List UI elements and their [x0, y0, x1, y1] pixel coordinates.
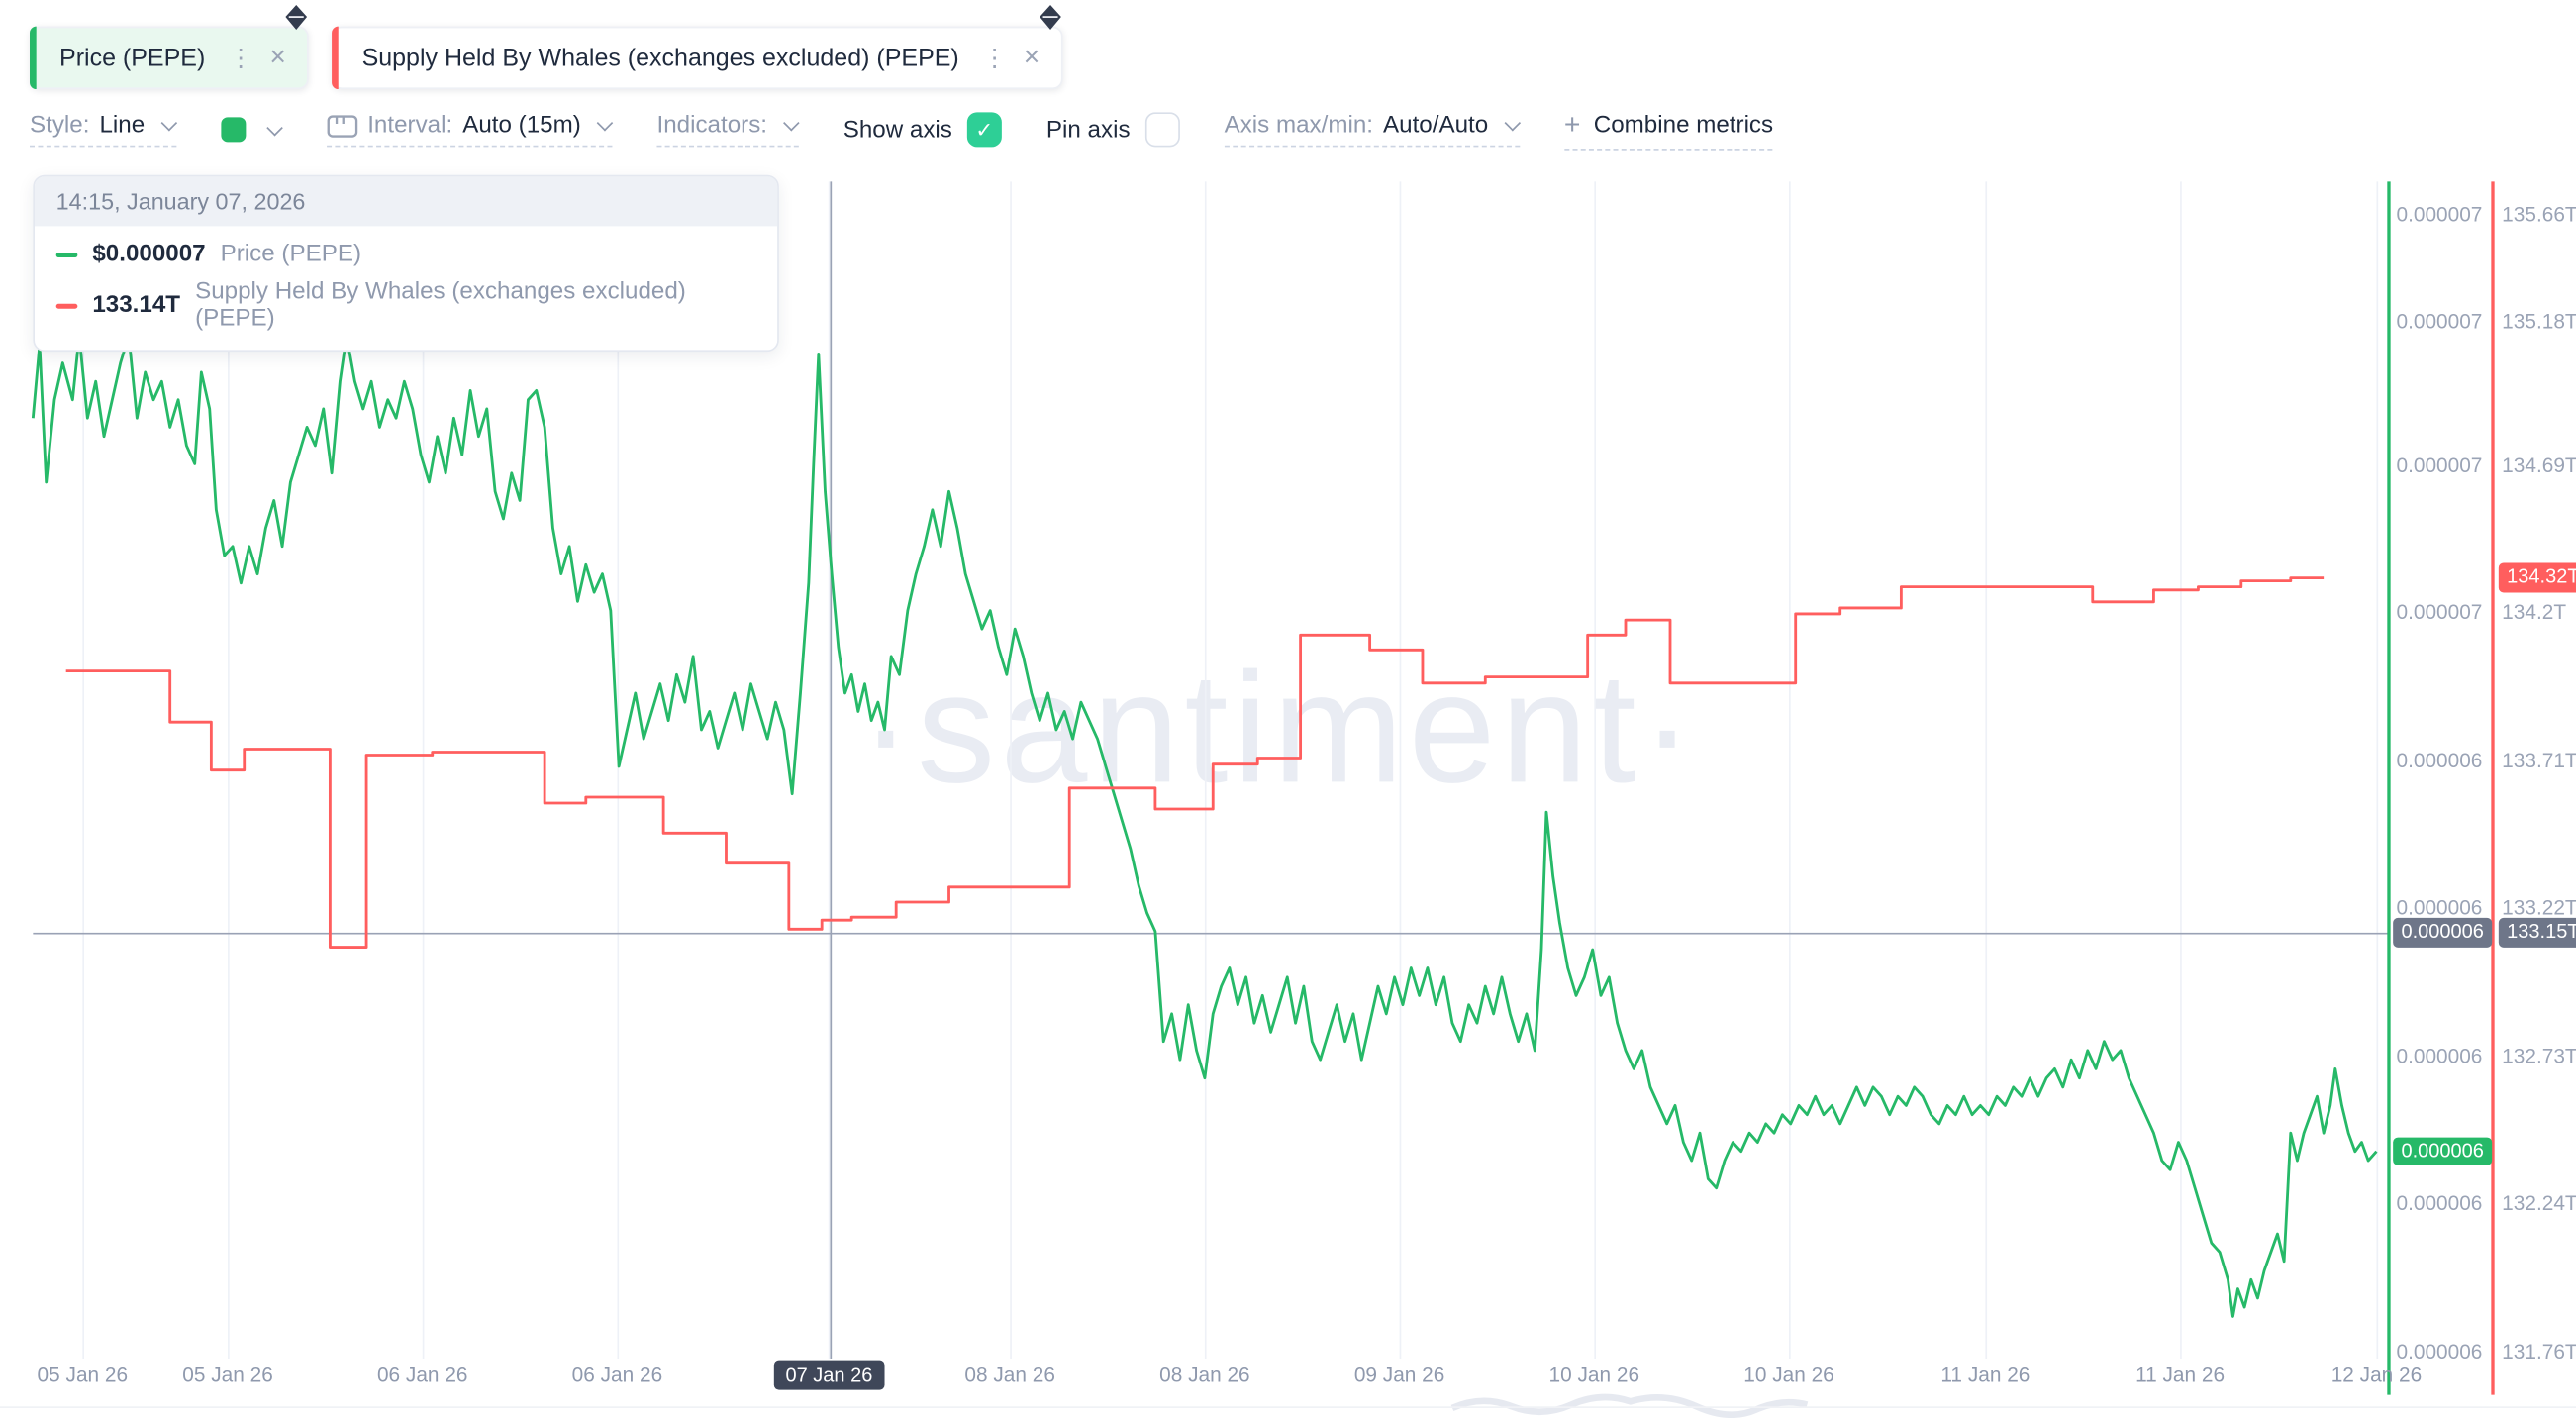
combine-metrics-button[interactable]: + Combine metrics [1563, 109, 1774, 151]
tooltip-metric-name: Price (PEPE) [220, 241, 362, 268]
interval-dropdown[interactable]: Interval: Auto (15m) [326, 112, 614, 148]
chevron-down-icon [782, 114, 800, 132]
indicators-label: Indicators: [656, 112, 768, 140]
chevron-down-icon [265, 119, 283, 136]
tooltip-row: 133.14T Supply Held By Whales (exchanges … [55, 278, 756, 333]
style-value: Line [99, 112, 146, 140]
chevron-down-icon [160, 114, 177, 132]
metric-tab-supply[interactable]: Supply Held By Whales (exchanges exclude… [332, 5, 1063, 90]
tooltip-row: $0.000007 Price (PEPE) [55, 241, 756, 268]
kebab-menu-icon[interactable]: ⋮ [228, 45, 253, 73]
axis-maxmin-dropdown[interactable]: Axis max/min: Auto/Auto [1224, 112, 1521, 148]
drag-handle-icon[interactable] [1040, 5, 1062, 31]
chevron-down-icon [1504, 114, 1521, 132]
interval-icon [327, 113, 358, 138]
chart-toolbar: Style: Line Interval: Auto (15m) Indicat… [30, 109, 1774, 151]
santiment-watermark: ·santiment· [859, 641, 1699, 817]
show-axis-toggle[interactable]: Show axis ✓ [842, 112, 1002, 148]
interval-label: Interval: [367, 112, 453, 140]
plus-icon: + [1563, 109, 1581, 141]
color-swatch [220, 117, 246, 143]
indicators-dropdown[interactable]: Indicators: [656, 112, 800, 148]
tab-label: Price (PEPE) [59, 44, 206, 72]
show-axis-checkbox[interactable]: ✓ [966, 112, 1002, 148]
price-series-line [31, 334, 2378, 1318]
chevron-down-icon [596, 114, 614, 132]
color-swatch-dropdown[interactable] [220, 117, 283, 143]
tab-accent-bar [332, 26, 340, 90]
tooltip-value: $0.000007 [92, 241, 206, 268]
tooltip-timestamp: 14:15, January 07, 2026 [35, 176, 778, 227]
interval-value: Auto (15m) [462, 112, 581, 140]
bottom-divider [0, 1406, 2576, 1418]
tooltip-value: 133.14T [92, 292, 181, 319]
tab-label: Supply Held By Whales (exchanges exclude… [361, 44, 959, 72]
style-dropdown[interactable]: Style: Line [30, 112, 177, 148]
tooltip-metric-name: Supply Held By Whales (exchanges exclude… [195, 278, 686, 333]
style-label: Style: [30, 112, 90, 140]
show-axis-label: Show axis [842, 116, 952, 144]
combine-metrics-label: Combine metrics [1593, 112, 1774, 140]
pin-axis-label: Pin axis [1045, 116, 1131, 144]
tab-accent-bar [30, 26, 37, 90]
close-icon[interactable]: × [1023, 41, 1040, 73]
whale-supply-series-line [65, 576, 2325, 949]
axis-maxmin-value: Auto/Auto [1383, 112, 1489, 140]
metric-tabs: Price (PEPE) ⋮ × Supply Held By Whales (exc… [30, 5, 1063, 90]
pin-axis-toggle[interactable]: Pin axis [1045, 112, 1180, 148]
chart-tooltip: 14:15, January 07, 2026 $0.000007 Price (… [33, 174, 779, 353]
legend-dash-icon [55, 302, 78, 308]
drag-handle-icon[interactable] [285, 5, 308, 31]
pin-axis-checkbox[interactable] [1144, 112, 1180, 148]
metric-tab-price[interactable]: Price (PEPE) ⋮ × [30, 5, 310, 90]
kebab-menu-icon[interactable]: ⋮ [982, 45, 1008, 73]
tooltip-body: $0.000007 Price (PEPE) 133.14T Supply Held … [35, 226, 777, 350]
legend-dash-icon [55, 252, 78, 257]
close-icon[interactable]: × [269, 41, 286, 73]
axis-maxmin-label: Axis max/min: [1224, 112, 1374, 140]
